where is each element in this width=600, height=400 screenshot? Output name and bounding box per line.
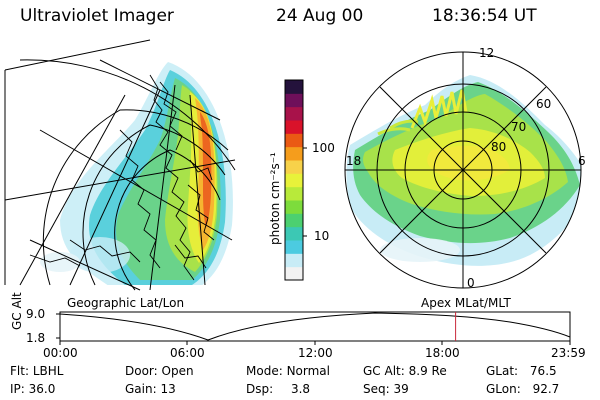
seq-info: Seq: 39: [363, 382, 409, 396]
geo-auroral-image: [40, 62, 233, 285]
timeline-ytick-9: 9.0: [26, 307, 46, 321]
glon-info: GLon: 92.7: [486, 382, 559, 396]
dsp-label: Dsp:: [246, 382, 274, 396]
timeline-xtick-0600: 06:00: [170, 346, 205, 360]
colorbar-cell: [285, 120, 303, 134]
timeline-xtick-2359: 23:59: [551, 346, 586, 360]
colorbar-unit-label: photon cm⁻²s⁻¹: [268, 152, 282, 245]
colorbar-cell: [285, 266, 303, 281]
colorbar-cell: [285, 253, 303, 268]
glat-info: GLat: 76.5: [486, 364, 557, 378]
geo-grid: [4, 39, 236, 291]
mode-info: Mode: Normal: [246, 364, 330, 378]
mlt-label-6: 6: [578, 154, 586, 168]
mlt-label-18: 18: [346, 154, 362, 168]
colorbar-cell: [285, 173, 303, 188]
colorbar: [284, 79, 307, 281]
colorbar-cell: [285, 186, 303, 201]
geographic-map: [4, 39, 236, 291]
timeline-xtick-0000: 00:00: [43, 346, 78, 360]
mode-value: Normal: [286, 364, 330, 378]
mlt-label-12: 12: [479, 46, 495, 60]
dsp-info: Dsp: 3.8: [246, 382, 310, 396]
colorbar-tick-100: 100: [312, 141, 335, 155]
dsp-value: 3.8: [290, 382, 311, 396]
time-label: 18:36:54 UT: [432, 6, 537, 26]
ip-value: 36.0: [28, 382, 56, 396]
colorbar-tick-10: 10: [314, 229, 330, 243]
colorbar-cell: [285, 93, 303, 108]
polar-map: [344, 51, 582, 289]
ip-info: IP: 36.0: [10, 382, 55, 396]
mlat-label-60: 60: [536, 97, 552, 111]
instrument-title: Ultraviolet Imager: [20, 6, 174, 26]
mlat-label-70: 70: [511, 120, 527, 134]
glat-value: 76.5: [529, 364, 557, 378]
filter-value: LBHL: [32, 364, 64, 378]
colorbar-cell: [285, 146, 303, 161]
timeline-ylabel: GC Alt: [10, 292, 24, 330]
colorbar-cell: [285, 106, 303, 121]
colorbar-cell: [285, 226, 303, 241]
mode-label: Mode:: [246, 364, 283, 378]
geographic-label: Geographic Lat/Lon: [67, 296, 185, 310]
gc-alt-value: 8.9 Re: [408, 364, 447, 378]
date-label: 24 Aug 00: [276, 6, 364, 26]
glat-label: GLat:: [486, 364, 519, 378]
seq-value: 39: [393, 382, 409, 396]
door-info: Door: Open: [125, 364, 194, 378]
mlat-label-80: 80: [491, 140, 507, 154]
gain-value: 13: [160, 382, 176, 396]
filter-label: Flt:: [10, 364, 29, 378]
gc-alt-label: GC Alt:: [363, 364, 405, 378]
colorbar-cell: [285, 133, 303, 148]
colorbar-cell: [285, 213, 303, 228]
timeline-xtick-1200: 12:00: [298, 346, 333, 360]
glon-label: GLon:: [486, 382, 521, 396]
gc-alt-info: GC Alt: 8.9 Re: [363, 364, 447, 378]
timeline-ytick-1-8: 1.8: [26, 331, 46, 345]
apex-label: Apex MLat/MLT: [421, 296, 511, 310]
colorbar-cell: [285, 160, 303, 174]
seq-label: Seq:: [363, 382, 390, 396]
colorbar-cell: [285, 200, 303, 214]
timeline-xtick-1800: 18:00: [425, 346, 460, 360]
gain-info: Gain: 13: [125, 382, 176, 396]
door-value: Open: [161, 364, 194, 378]
glon-value: 92.7: [532, 382, 560, 396]
gain-label: Gain:: [125, 382, 157, 396]
mlt-label-0: 0: [467, 276, 475, 290]
colorbar-cell: [285, 80, 303, 94]
door-label: Door:: [125, 364, 158, 378]
altitude-timeline: [56, 311, 571, 345]
colorbar-cell: [285, 240, 303, 254]
ip-label: IP:: [10, 382, 25, 396]
geo-coastlines: [29, 74, 215, 281]
filter-info: Flt: LBHL: [10, 364, 63, 378]
